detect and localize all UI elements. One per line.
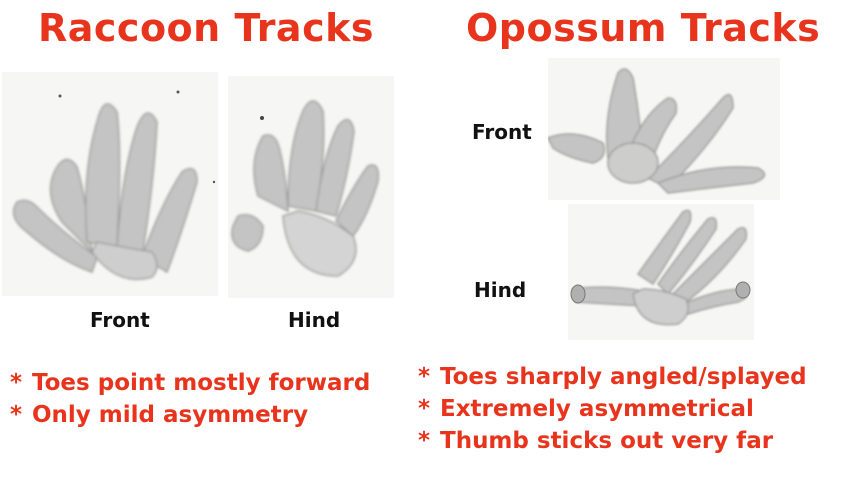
opossum-bullet-1: * Toes sharply angled/splayed xyxy=(418,362,807,392)
bullet-marker: * xyxy=(418,428,431,454)
raccoon-title: Raccoon Tracks xyxy=(38,6,374,50)
bullet-marker: * xyxy=(10,370,23,396)
opossum-title: Opossum Tracks xyxy=(466,6,821,50)
bullet-marker: * xyxy=(10,402,23,428)
opossum-bullet-text: Toes sharply angled/splayed xyxy=(440,364,807,390)
opossum-bullet-text: Thumb sticks out very far xyxy=(440,428,774,454)
raccoon-front-track-drawing xyxy=(2,72,218,296)
opossum-bullet-3: * Thumb sticks out very far xyxy=(418,426,773,456)
opossum-front-label: Front xyxy=(472,120,532,144)
raccoon-bullet-text: Only mild asymmetry xyxy=(32,402,309,428)
bullet-marker: * xyxy=(418,364,431,390)
opossum-hind-track-drawing xyxy=(568,204,754,340)
opossum-bullet-text: Extremely asymmetrical xyxy=(440,396,754,422)
raccoon-bullet-2: * Only mild asymmetry xyxy=(10,400,308,430)
opossum-bullet-2: * Extremely asymmetrical xyxy=(418,394,754,424)
raccoon-front-label: Front xyxy=(90,308,150,332)
opossum-front-track-drawing xyxy=(548,58,780,200)
raccoon-hind-label: Hind xyxy=(288,308,341,332)
opossum-hind-label: Hind xyxy=(474,278,527,302)
raccoon-bullet-1: * Toes point mostly forward xyxy=(10,368,370,398)
raccoon-hind-track-drawing xyxy=(228,76,394,298)
raccoon-bullet-text: Toes point mostly forward xyxy=(32,370,371,396)
bullet-marker: * xyxy=(418,396,431,422)
